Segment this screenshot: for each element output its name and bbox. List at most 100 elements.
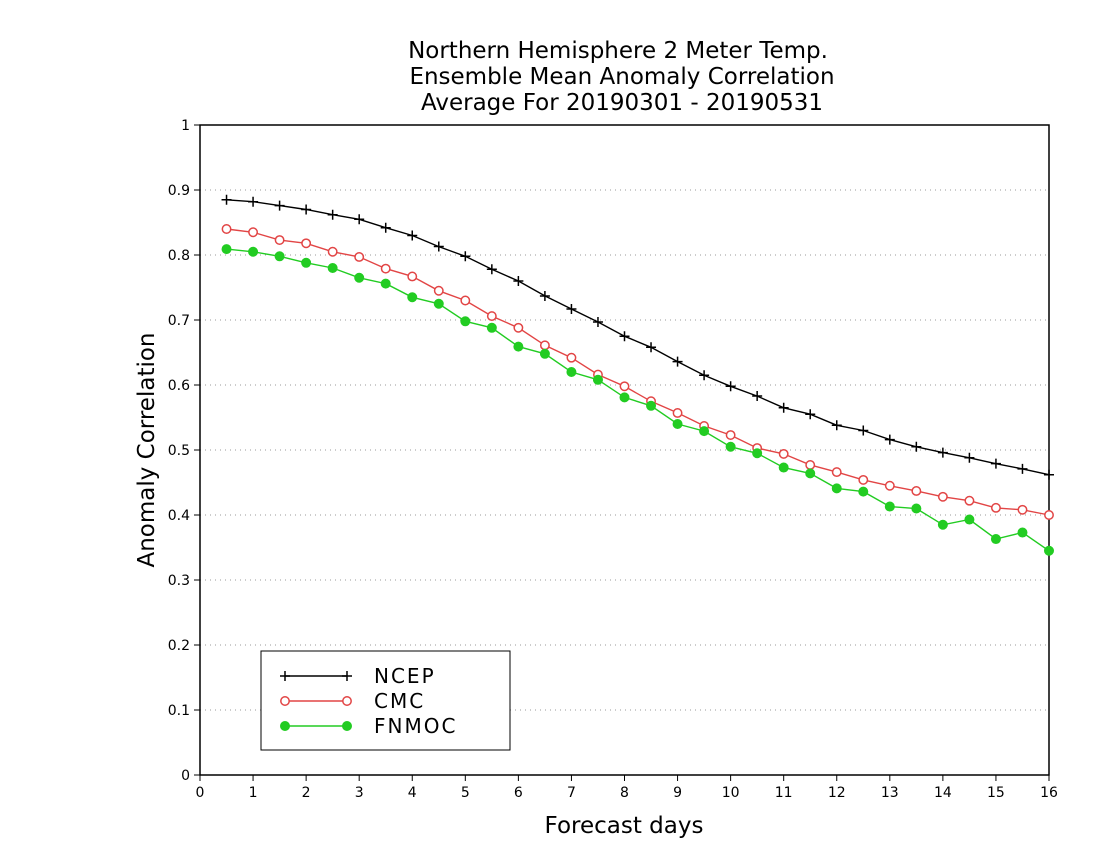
legend-marker [342, 671, 352, 681]
legend-marker [280, 696, 290, 706]
ncep-point [433, 241, 444, 252]
cmc-point [619, 381, 630, 392]
fnmoc-point [884, 501, 895, 512]
cmc-point [672, 408, 683, 418]
cmc-point [327, 246, 338, 257]
ncep-point [513, 276, 524, 286]
cmc-point [301, 238, 312, 249]
fnmoc-point [407, 292, 418, 303]
y-tick-label: 0.6 [168, 378, 190, 394]
ncep-point [566, 303, 577, 314]
y-tick-label: 0.3 [168, 573, 190, 589]
fnmoc-point [1017, 527, 1028, 538]
ncep-point [752, 391, 763, 402]
ncep-point [964, 452, 975, 463]
x-tick-label: 6 [514, 785, 523, 801]
cmc-point [831, 467, 842, 478]
title-line-3: Average For 20190301 - 20190531 [421, 90, 823, 116]
x-tick-label: 8 [620, 785, 629, 801]
x-tick-label: 12 [828, 785, 846, 801]
ncep-point [221, 194, 232, 205]
cmc-point [248, 227, 259, 238]
y-tick-label: 0.9 [168, 183, 190, 199]
cmc-point [513, 322, 524, 333]
ncep-point [592, 316, 603, 327]
chart-title: Northern Hemisphere 2 Meter Temp. Ensemb… [408, 38, 834, 116]
y-tick-label: 0.5 [168, 443, 190, 459]
fnmoc-point [778, 462, 789, 473]
fnmoc-point [725, 441, 736, 452]
cmc-point [407, 271, 418, 282]
legend-marker [280, 721, 290, 731]
ncep-point [646, 342, 657, 353]
fnmoc-point [964, 514, 975, 525]
ncep-point [699, 370, 710, 381]
cmc-point [725, 430, 736, 440]
title-line-2: Ensemble Mean Anomaly Correlation [409, 64, 834, 90]
ncep-point [778, 402, 789, 413]
x-tick-label: 16 [1040, 785, 1058, 801]
fnmoc-point [699, 426, 710, 437]
fnmoc-point [831, 483, 842, 494]
ncep-point [725, 381, 736, 392]
cmc-point [1044, 510, 1054, 520]
ncep-point [1044, 469, 1054, 480]
fnmoc-point [752, 448, 763, 459]
fnmoc-point [433, 298, 444, 309]
x-axis-label: Forecast days [545, 813, 704, 839]
ncep-point [301, 204, 312, 215]
grid-lines [200, 189, 1049, 711]
ncep-point [831, 420, 842, 431]
legend-item-cmc: CMC [280, 689, 425, 713]
y-tick-label: 0.8 [168, 248, 190, 264]
ncep-point [911, 441, 922, 452]
ncep-point [274, 200, 285, 211]
fnmoc-point [805, 468, 816, 479]
fnmoc-point [592, 374, 603, 385]
fnmoc-point [858, 486, 869, 497]
fnmoc-point [911, 503, 922, 514]
title-line-1: Northern Hemisphere 2 Meter Temp. [408, 38, 828, 64]
x-tick-label: 11 [775, 785, 793, 801]
ncep-point [354, 214, 365, 225]
ncep-series [221, 194, 1054, 480]
series-lines [221, 194, 1054, 556]
legend-label-ncep: NCEP [374, 664, 436, 688]
ncep-point [805, 409, 816, 420]
ncep-point [539, 290, 550, 301]
ncep-point [1017, 463, 1028, 474]
cmc-point [884, 480, 895, 491]
fnmoc-series [221, 244, 1054, 556]
fnmoc-point [672, 419, 683, 429]
fnmoc-point [990, 534, 1001, 545]
x-tick-label: 0 [196, 785, 205, 801]
cmc-point [539, 340, 550, 351]
legend-label-cmc: CMC [374, 689, 425, 713]
cmc-point [858, 474, 869, 485]
cmc-point [911, 486, 922, 496]
fnmoc-point [248, 246, 259, 257]
cmc-point [221, 224, 232, 234]
cmc-point [486, 311, 497, 322]
fnmoc-point [619, 392, 630, 403]
fnmoc-point [486, 322, 497, 333]
x-tick-label: 4 [408, 785, 417, 801]
cmc-point [964, 495, 975, 506]
fnmoc-point [1044, 545, 1054, 556]
y-tick-label: 0.1 [168, 703, 190, 719]
fnmoc-point [221, 244, 232, 255]
y-tick-label: 0.2 [168, 638, 190, 654]
x-tick-label: 2 [302, 785, 311, 801]
cmc-point [990, 502, 1001, 513]
legend-marker [342, 696, 352, 706]
x-tick-label: 10 [722, 785, 740, 801]
ncep-point [672, 356, 683, 367]
cmc-point [778, 448, 789, 459]
fnmoc-point [380, 278, 391, 289]
fnmoc-point [274, 251, 285, 262]
cmc-point [354, 252, 365, 262]
ncep-point [460, 251, 471, 262]
fnmoc-point [301, 257, 312, 268]
ncep-point [937, 447, 948, 458]
